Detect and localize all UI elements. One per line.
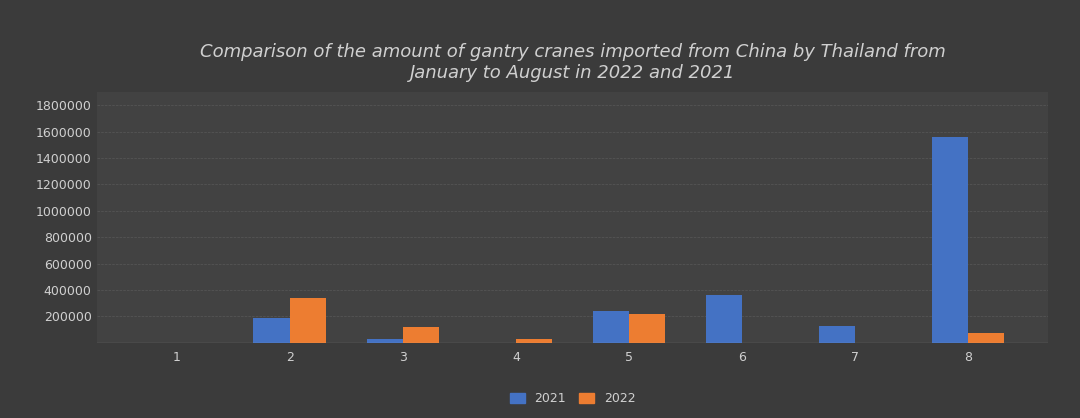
Legend: 2021, 2022: 2021, 2022 <box>503 386 642 412</box>
Bar <box>819 326 855 343</box>
Bar <box>706 295 742 343</box>
Bar <box>289 298 326 343</box>
Bar <box>366 339 403 343</box>
Bar <box>254 319 289 343</box>
Bar <box>593 311 629 343</box>
Bar <box>403 327 438 343</box>
Bar <box>968 333 1004 343</box>
Bar <box>629 314 665 343</box>
Bar <box>516 339 552 343</box>
Bar <box>932 137 968 343</box>
Title: Comparison of the amount of gantry cranes imported from China by Thailand from
J: Comparison of the amount of gantry crane… <box>200 43 945 82</box>
